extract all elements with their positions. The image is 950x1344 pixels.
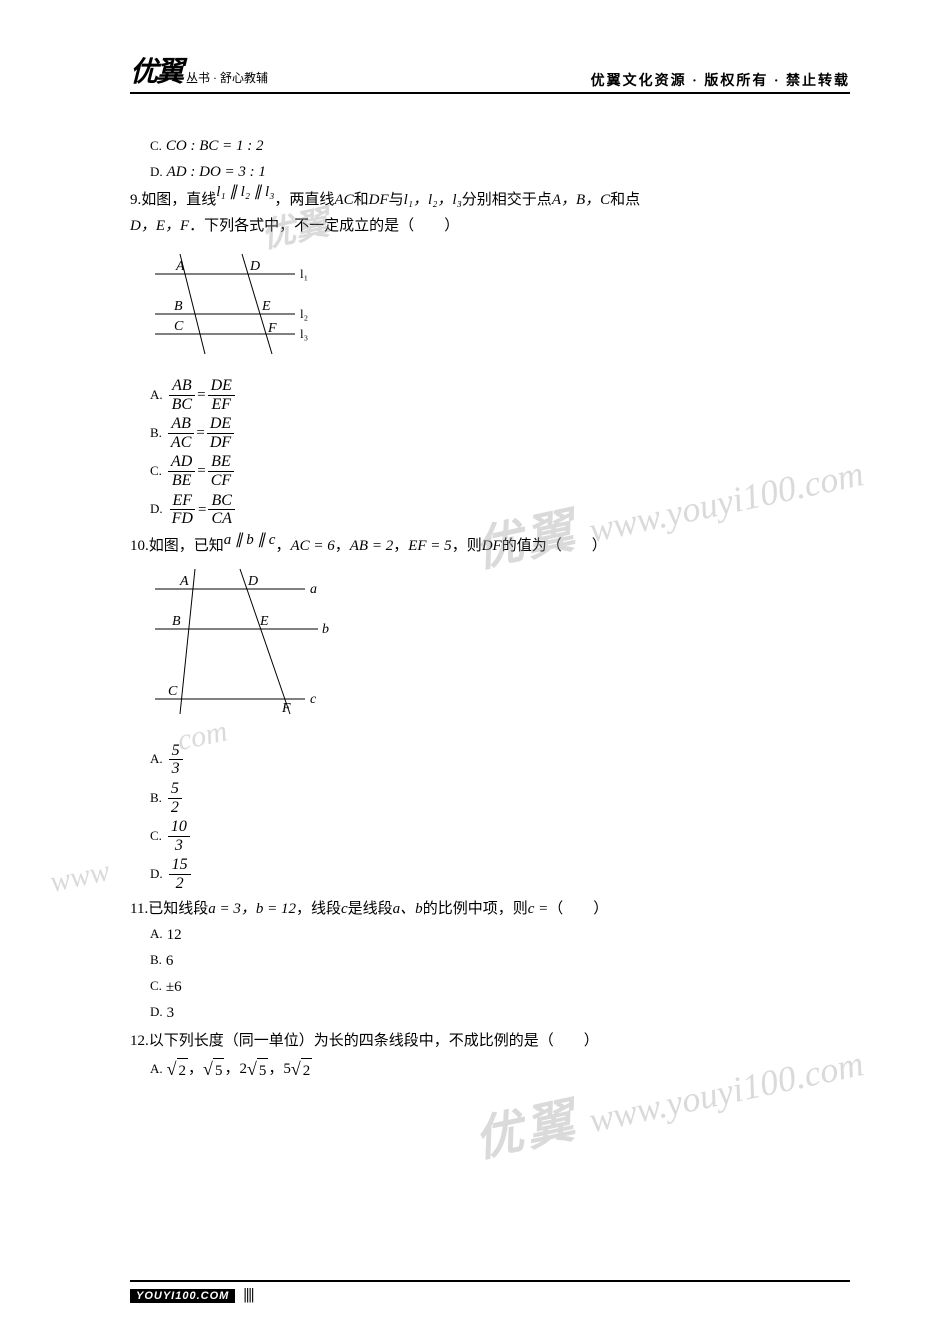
- fig-label-l1: l₁: [300, 266, 308, 281]
- q10-optC: C. 103: [130, 818, 850, 854]
- footer-text: YOUYI100.COM: [130, 1289, 235, 1303]
- fig-label-A: A: [175, 259, 185, 274]
- q9-optD: D. EFFD = BCCA: [130, 492, 850, 528]
- fig-label-F: F: [281, 701, 291, 716]
- watermark-www: www: [47, 854, 113, 900]
- fig-label-l2: l₂: [300, 306, 308, 321]
- q9-figure: A D B E C F l₁ l₂ l₃: [150, 244, 850, 367]
- fig-label-a: a: [310, 582, 317, 597]
- logo-main: 优翼: [130, 50, 182, 90]
- q12-optA: A. 2， 5， 25， 52: [130, 1055, 850, 1084]
- fig-label-C: C: [174, 319, 184, 334]
- q11-optD: D.3: [130, 1001, 850, 1025]
- q10-optD: D. 152: [130, 856, 850, 892]
- q9-optB: B. ABAC = DEDF: [130, 415, 850, 451]
- q11-optB: B.6: [130, 949, 850, 973]
- fig-label-C: C: [168, 684, 178, 699]
- q9-optC: C. ADBE = BECF: [130, 453, 850, 489]
- content: C. CO : BC = 1 : 2 D. AD : DO = 3 : 1 9.…: [130, 134, 850, 1083]
- q9-optA: A. ABBC = DEEF: [130, 377, 850, 413]
- q10-optA: A. 53: [130, 742, 850, 778]
- fig-label-E: E: [261, 299, 271, 314]
- q12-stem: 12. 以下列长度（同一单位）为长的四条线段中，不成比例的是（ ）: [130, 1029, 850, 1053]
- logo-sub: 丛书 · 舒心教辅: [186, 69, 268, 86]
- page-footer: YOUYI100.COM ||||: [130, 1280, 850, 1304]
- fig-label-B: B: [174, 299, 183, 314]
- q9-stem-line2: D，E，F ．下列各式中，不一定成立的是（ ）: [130, 214, 850, 238]
- q8-optC: C. CO : BC = 1 : 2: [130, 134, 850, 158]
- q11-stem: 11. 已知线段 a = 3，b = 12 ，线段 c 是线段 a、b 的比例中…: [130, 897, 850, 921]
- fig-label-D: D: [247, 574, 258, 589]
- fig-label-A: A: [179, 574, 189, 589]
- fig-label-l3: l₃: [300, 326, 308, 341]
- q10-optB: B. 52: [130, 780, 850, 816]
- fig-label-D: D: [249, 259, 260, 274]
- fig-label-c: c: [310, 692, 317, 707]
- fig-label-B: B: [172, 614, 181, 629]
- fig-label-F: F: [267, 321, 277, 336]
- fig-label-b: b: [322, 622, 329, 637]
- page: 优 翼 优 翼www.youyi100.com .com www 优 翼www.…: [0, 0, 950, 1344]
- q11-optC: C.±6: [130, 975, 850, 999]
- page-header: 优翼 丛书 · 舒心教辅 优翼文化资源 · 版权所有 · 禁止转载: [130, 50, 850, 94]
- q10-figure: A D B E C F a b c: [150, 564, 850, 732]
- header-right: 优翼文化资源 · 版权所有 · 禁止转载: [591, 70, 850, 90]
- q10-stem: 10. 如图，已知 a ∥ b ∥ c ， AC = 6 ， AB = 2 ， …: [130, 534, 850, 558]
- fig-label-E: E: [259, 614, 269, 629]
- q11-optA: A.12: [130, 923, 850, 947]
- logo: 优翼 丛书 · 舒心教辅: [130, 50, 268, 90]
- footer-bars: ||||: [243, 1286, 253, 1304]
- q9-stem: 9. 如图，直线 l₁ ∥ l₂ ∥ l₃ ，两直线 AC 和 DF 与 l₁，…: [130, 188, 850, 212]
